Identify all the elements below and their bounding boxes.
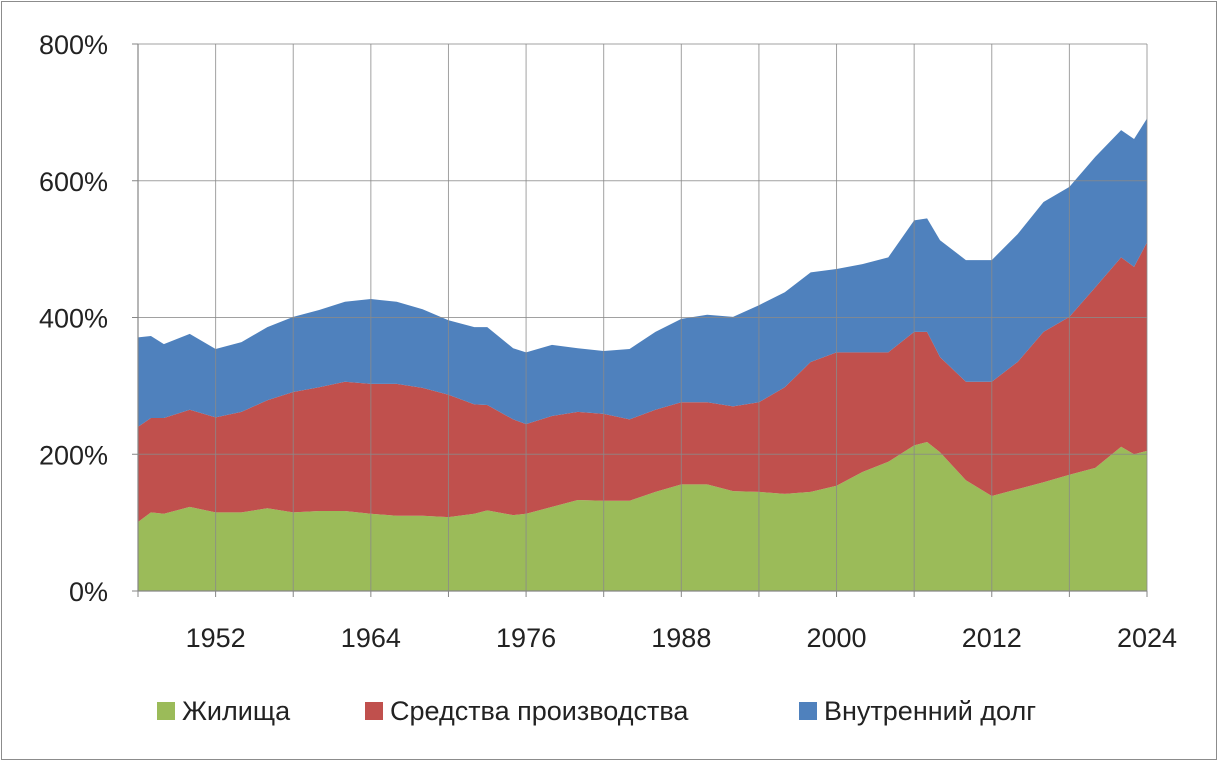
legend-swatch [799, 702, 817, 720]
x-tick-label: 1988 [651, 623, 711, 653]
y-tick-label: 0% [69, 577, 108, 607]
x-tick-label: 2024 [1117, 623, 1177, 653]
axes [132, 43, 1148, 597]
areas [138, 118, 1147, 591]
y-tick-label: 400% [39, 304, 108, 334]
legend: Жилища Средства производства Внутренний до… [157, 696, 1036, 726]
legend-swatch [157, 702, 175, 720]
y-tick-label: 600% [39, 167, 108, 197]
area-series-2 [138, 118, 1147, 427]
y-tick-label: 800% [39, 30, 108, 60]
legend-label: Средства производства [390, 696, 689, 726]
gridlines [138, 43, 1148, 591]
legend-item: Средства производства [365, 696, 689, 726]
y-tick-label: 200% [39, 440, 108, 470]
x-tick-label: 1976 [496, 623, 556, 653]
legend-swatch [365, 702, 383, 720]
legend-label: Жилища [182, 696, 291, 726]
x-tick-labels: 1952 1964 1976 1988 2000 2012 2024 [186, 623, 1177, 653]
x-tick-label: 1952 [186, 623, 246, 653]
area-series-1 [138, 242, 1147, 522]
legend-item: Жилища [157, 696, 291, 726]
x-tick-label: 1964 [341, 623, 401, 653]
area-series-0 [138, 441, 1147, 591]
x-tick-label: 2012 [962, 623, 1022, 653]
y-tick-labels: 0% 200% 400% 600% 800% [39, 30, 108, 607]
x-tick-label: 2000 [806, 623, 866, 653]
legend-item: Внутренний долг [799, 696, 1036, 726]
legend-label: Внутренний долг [824, 696, 1036, 726]
